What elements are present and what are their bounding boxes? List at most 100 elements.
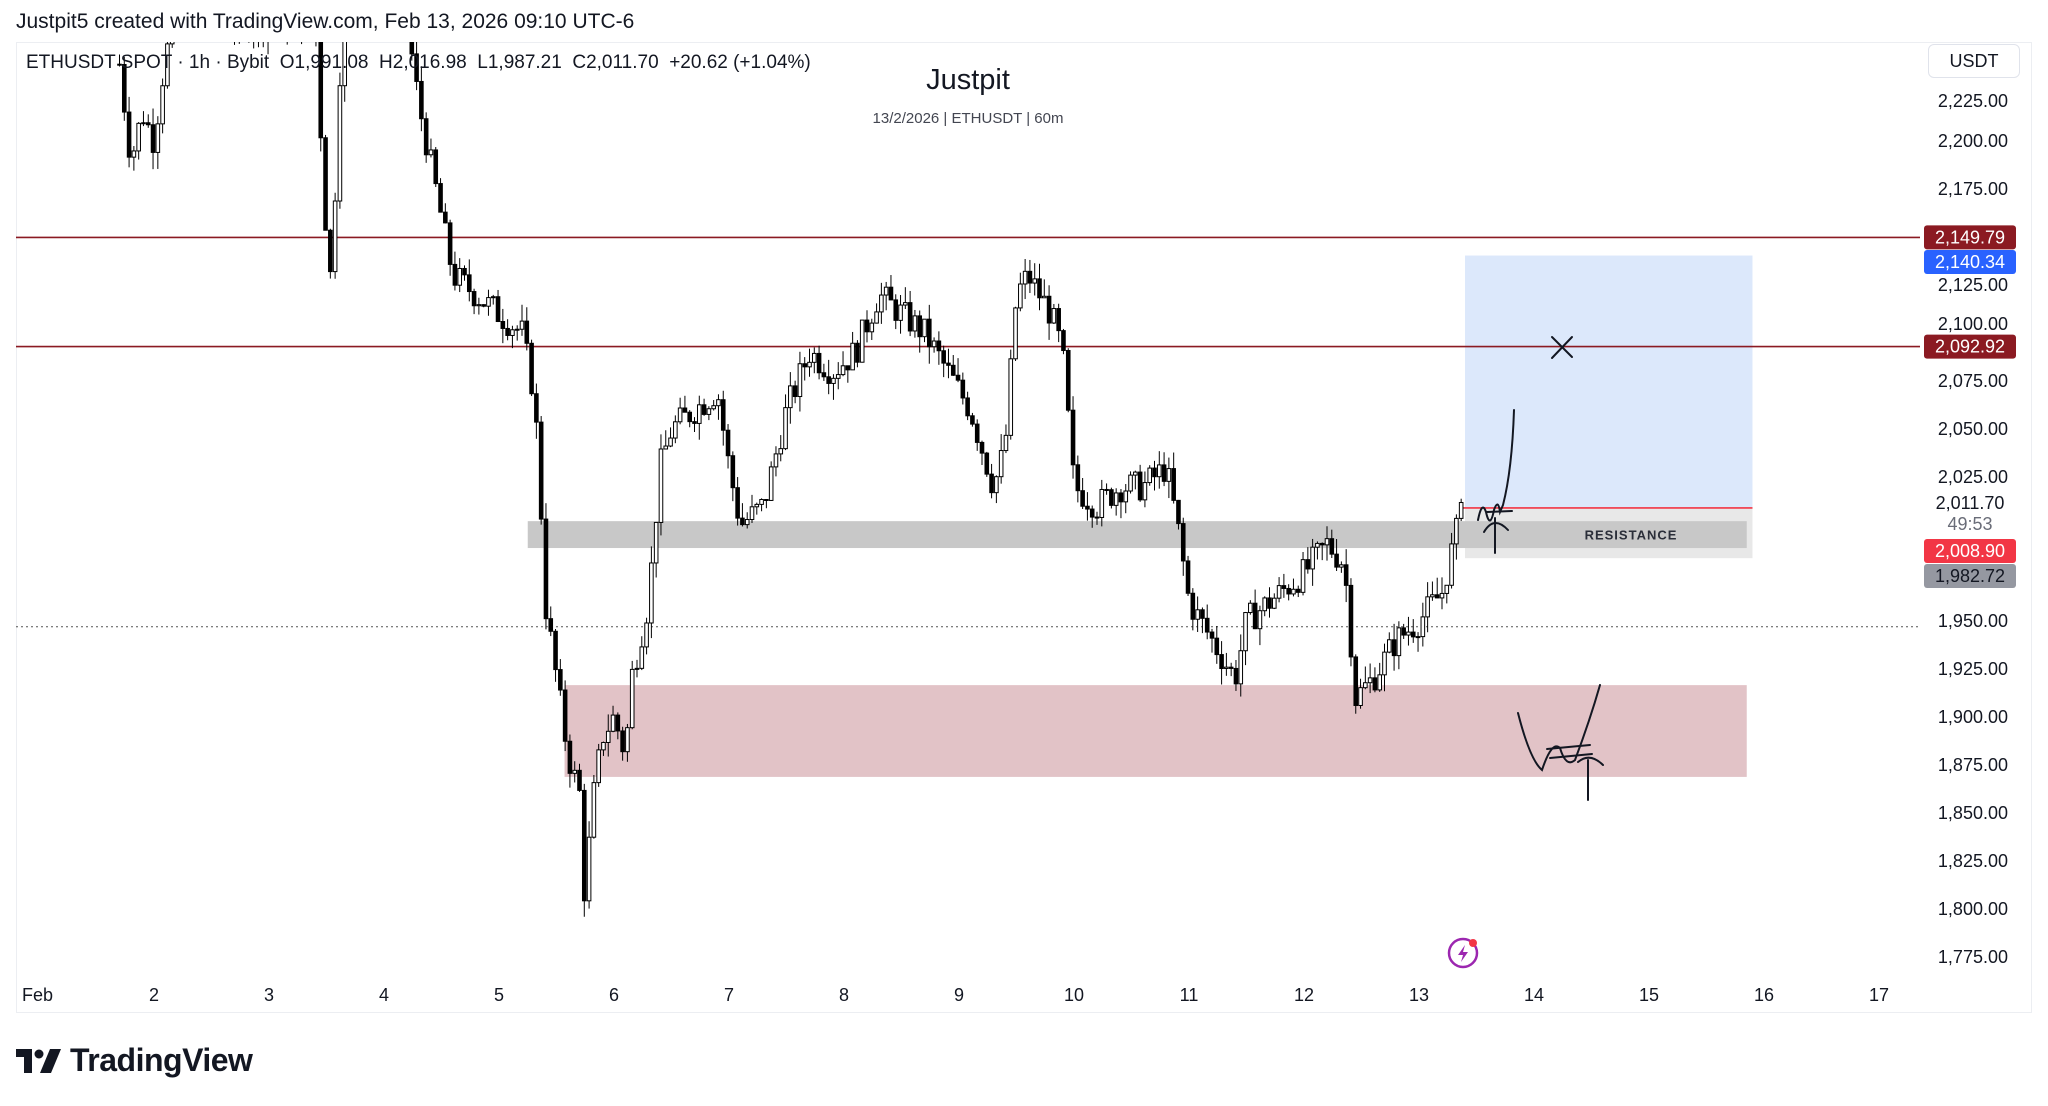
candle-body[interactable] — [764, 499, 769, 502]
candle-body[interactable] — [816, 352, 822, 374]
candle-body[interactable] — [1329, 538, 1335, 555]
candle-body[interactable] — [1089, 508, 1095, 518]
candle-body[interactable] — [1018, 283, 1023, 309]
candle-body[interactable] — [271, 23, 275, 24]
candle-body[interactable] — [1065, 350, 1071, 411]
candle-body[interactable] — [1003, 434, 1009, 452]
candle-body[interactable] — [955, 374, 961, 381]
candle-body[interactable] — [620, 730, 625, 753]
candle-body[interactable] — [314, 22, 318, 40]
candle-body[interactable] — [1425, 596, 1430, 618]
candle-body[interactable] — [888, 286, 894, 301]
candle-body[interactable] — [922, 318, 927, 338]
candle-body[interactable] — [252, 31, 256, 37]
candle-body[interactable] — [342, 31, 348, 87]
candle-body[interactable] — [1128, 474, 1133, 492]
candle-body[interactable] — [1406, 631, 1411, 636]
candle-body[interactable] — [1056, 308, 1061, 332]
candle-body[interactable] — [1147, 467, 1153, 484]
candle-body[interactable] — [1118, 492, 1124, 503]
candle-body[interactable] — [1252, 602, 1258, 630]
candle-body[interactable] — [553, 630, 558, 671]
candle-body[interactable] — [500, 321, 506, 329]
candle-body[interactable] — [538, 421, 544, 520]
candle-body[interactable] — [926, 318, 932, 348]
candle-body[interactable] — [323, 137, 328, 231]
candle-body[interactable] — [1267, 597, 1272, 609]
candle-body[interactable] — [1382, 651, 1387, 676]
candle-body[interactable] — [160, 85, 165, 125]
candle-body[interactable] — [931, 340, 937, 348]
candle-body[interactable] — [1046, 295, 1052, 324]
candle-body[interactable] — [984, 452, 990, 475]
candle-body[interactable] — [826, 376, 831, 384]
candle-body[interactable] — [1348, 584, 1354, 658]
candle-body[interactable] — [687, 411, 693, 423]
candle-body[interactable] — [1204, 617, 1210, 633]
candle-body[interactable] — [558, 669, 563, 691]
candle-body[interactable] — [797, 363, 803, 398]
candle-body[interactable] — [1315, 542, 1320, 548]
candle-body[interactable] — [1291, 588, 1296, 595]
candle-body[interactable] — [1458, 502, 1464, 519]
candle-body[interactable] — [629, 668, 635, 729]
candle-body[interactable] — [131, 150, 137, 158]
candle-body[interactable] — [1233, 667, 1239, 685]
candle-body[interactable] — [644, 622, 649, 648]
candle-body[interactable] — [562, 689, 568, 742]
candle-body[interactable] — [1281, 585, 1287, 589]
candle-body[interactable] — [658, 448, 664, 523]
candle-body[interactable] — [1195, 609, 1200, 620]
candle-body[interactable] — [1238, 650, 1244, 685]
candle-body[interactable] — [663, 445, 669, 450]
candle-body[interactable] — [505, 327, 510, 336]
candle-body[interactable] — [639, 646, 645, 669]
candle-body[interactable] — [490, 296, 496, 299]
candle-body[interactable] — [893, 299, 899, 321]
candle-body[interactable] — [1176, 499, 1181, 525]
candle-body[interactable] — [1219, 654, 1224, 670]
candle-body[interactable] — [1386, 639, 1392, 653]
candle-body[interactable] — [180, 14, 184, 21]
candle-body[interactable] — [625, 727, 630, 753]
candle-body[interactable] — [117, 63, 122, 66]
candle-body[interactable] — [711, 405, 716, 410]
candle-body[interactable] — [1372, 677, 1378, 691]
candle-body[interactable] — [970, 415, 975, 425]
candle-body[interactable] — [1104, 488, 1109, 491]
candle-body[interactable] — [447, 222, 453, 265]
candle-body[interactable] — [725, 429, 731, 457]
candle-body[interactable] — [1109, 489, 1114, 506]
candle-body[interactable] — [1171, 468, 1176, 501]
candle-body[interactable] — [228, 23, 232, 30]
candle-body[interactable] — [821, 372, 827, 378]
candle-body[interactable] — [792, 385, 798, 398]
candle-body[interactable] — [989, 473, 994, 494]
candle-body[interactable] — [214, 8, 218, 25]
candle-body[interactable] — [466, 274, 472, 293]
candle-body[interactable] — [276, 23, 280, 24]
candle-body[interactable] — [1133, 471, 1138, 476]
candle-body[interactable] — [328, 229, 333, 273]
candle-body[interactable] — [1161, 464, 1167, 482]
candle-body[interactable] — [452, 263, 458, 286]
candle-body[interactable] — [807, 361, 812, 368]
candle-body[interactable] — [175, 21, 179, 22]
candle-body[interactable] — [510, 329, 515, 336]
candle-body[interactable] — [190, 10, 194, 35]
candle-body[interactable] — [295, 12, 299, 17]
candle-body[interactable] — [1444, 584, 1450, 594]
candle-body[interactable] — [974, 423, 980, 443]
target-zone[interactable] — [1465, 255, 1753, 508]
candle-body[interactable] — [136, 122, 141, 152]
candle-body[interactable] — [247, 14, 251, 36]
candle-body[interactable] — [1085, 505, 1090, 510]
candle-body[interactable] — [1180, 523, 1186, 562]
candle-body[interactable] — [381, 16, 385, 26]
candle-body[interactable] — [811, 352, 817, 363]
candle-body[interactable] — [462, 267, 467, 276]
candle-body[interactable] — [1319, 542, 1325, 546]
candle-body[interactable] — [615, 714, 621, 732]
candle-body[interactable] — [979, 441, 985, 454]
candle-body[interactable] — [1243, 612, 1248, 652]
